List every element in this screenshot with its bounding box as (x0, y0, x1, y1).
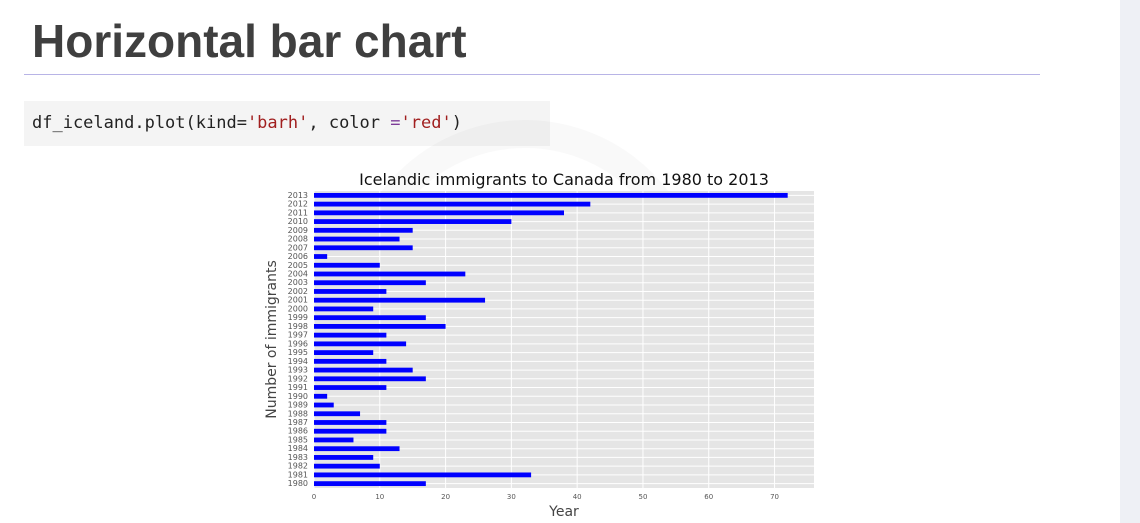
code-equals: = (390, 113, 401, 133)
y-tick-label: 2012 (288, 200, 308, 209)
bar-1991 (314, 385, 387, 390)
x-tick-label: 20 (441, 493, 450, 501)
bar-2009 (314, 227, 413, 233)
x-tick-label: 30 (507, 493, 516, 501)
y-tick-label: 2013 (288, 191, 308, 200)
bar-1984 (314, 446, 400, 452)
bar-2003 (314, 280, 426, 286)
code-prefix: df_iceland.plot(kind= (32, 113, 247, 133)
y-tick-label: 1990 (288, 392, 308, 401)
code-color-string: 'red' (400, 113, 452, 133)
page-title: Horizontal bar chart (32, 15, 467, 67)
bar-1982 (314, 463, 380, 469)
y-tick-label: 1997 (288, 331, 308, 340)
bar-2001 (314, 297, 486, 303)
y-tick-label: 2007 (288, 243, 308, 252)
bar-2002 (314, 289, 387, 294)
y-tick-label: 2002 (288, 287, 308, 296)
y-tick-label: 1995 (288, 348, 308, 357)
bar-2013 (314, 192, 788, 198)
y-tick-label: 1994 (288, 357, 308, 366)
x-axis-label: Year (548, 504, 579, 520)
y-tick-label: 1984 (288, 444, 308, 453)
bar-1992 (314, 376, 426, 382)
bar-1986 (314, 428, 387, 434)
y-tick-label: 2004 (288, 269, 308, 278)
bar-2006 (314, 254, 328, 259)
code-suffix: ) (451, 113, 462, 133)
y-tick-label: 1989 (288, 401, 308, 410)
bar-1983 (314, 455, 374, 460)
x-tick-label: 10 (375, 493, 384, 501)
y-tick-label: 2001 (288, 296, 308, 305)
bar-1995 (314, 350, 374, 356)
y-tick-label: 2008 (288, 235, 308, 244)
bar-1981 (314, 472, 532, 478)
y-tick-label: 2000 (288, 304, 308, 313)
bar-1989 (314, 402, 334, 408)
y-tick-label: 1982 (288, 462, 308, 471)
code-kind-string: 'barh' (246, 113, 309, 133)
bar-1985 (314, 437, 354, 443)
chart-title: Icelandic immigrants to Canada from 1980… (359, 170, 769, 189)
bar-1987 (314, 420, 387, 425)
code-mid: , color (308, 113, 391, 133)
x-tick-label: 0 (312, 493, 316, 501)
y-tick-label: 1981 (288, 470, 308, 479)
x-tick-label: 70 (770, 493, 779, 501)
bar-2010 (314, 219, 512, 224)
y-tick-label: 2011 (288, 208, 308, 217)
bar-2007 (314, 245, 413, 251)
y-tick-label: 1988 (288, 409, 308, 418)
bar-chart: 1980198119821983198419851986198719881989… (264, 170, 814, 520)
plot-area (314, 191, 814, 488)
bar-2004 (314, 271, 466, 277)
x-tick-label: 60 (704, 493, 713, 501)
y-tick-label: 2009 (288, 226, 308, 235)
bar-2011 (314, 210, 564, 216)
bar-1990 (314, 393, 328, 399)
x-tick-label: 40 (573, 493, 582, 501)
y-tick-label: 1999 (288, 313, 308, 322)
title-divider (24, 74, 1040, 75)
bar-1997 (314, 332, 387, 338)
bar-1994 (314, 358, 387, 364)
bar-1996 (314, 341, 407, 347)
y-tick-label: 1996 (288, 339, 308, 348)
y-tick-label: 1987 (288, 418, 308, 427)
y-tick-label: 1998 (288, 322, 308, 331)
y-tick-label: 2005 (288, 261, 308, 270)
code-block: df_iceland.plot(kind='barh', color ='red… (24, 101, 550, 146)
y-tick-label: 2003 (288, 278, 308, 287)
y-axis-label: Number of immigrants (264, 260, 280, 419)
y-tick-label: 1986 (288, 427, 308, 436)
x-tick-label: 50 (638, 493, 647, 501)
bar-2012 (314, 201, 591, 207)
bar-1998 (314, 323, 446, 329)
y-tick-label: 1983 (288, 453, 308, 462)
bar-2005 (314, 262, 380, 268)
bar-1980 (314, 481, 426, 487)
bar-1993 (314, 367, 413, 373)
y-tick-label: 1980 (288, 479, 308, 488)
y-tick-label: 1993 (288, 366, 308, 375)
y-tick-label: 1985 (288, 435, 308, 444)
y-tick-label: 1991 (288, 383, 308, 392)
bar-1988 (314, 411, 361, 417)
right-edge-strip (1120, 0, 1140, 523)
y-tick-label: 2006 (288, 252, 308, 261)
bar-1999 (314, 315, 426, 321)
bar-2000 (314, 306, 374, 312)
bar-2008 (314, 236, 400, 242)
y-tick-label: 1992 (288, 374, 308, 383)
y-tick-label: 2010 (288, 217, 308, 226)
